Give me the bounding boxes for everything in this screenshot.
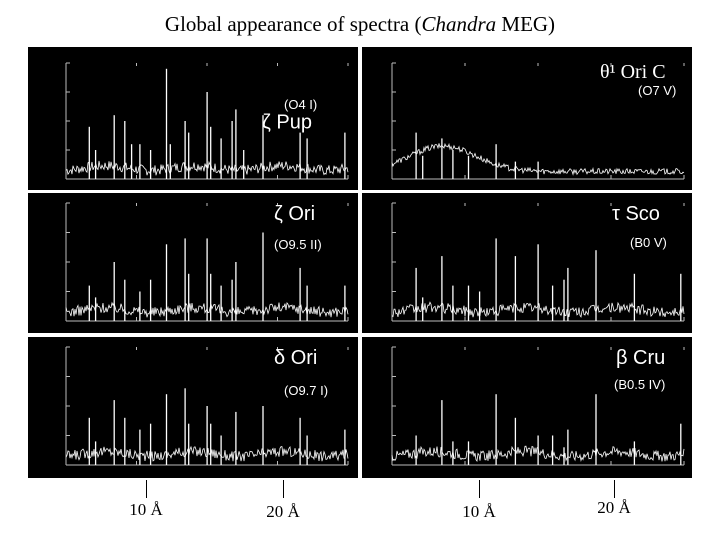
- marker-tick: [479, 480, 480, 498]
- spectral-type-theta1-ori-c: (O7 V): [638, 83, 677, 98]
- star-name-theta1-ori-c: θ¹ Ori C: [600, 61, 666, 83]
- spectral-type-zeta-ori: (O9.5 II): [274, 237, 322, 252]
- spectrum-panel-beta-cru: β Cru (B0.5 IV): [362, 337, 692, 478]
- spectral-type-delta-ori: (O9.7 I): [284, 383, 329, 398]
- slide-title: Global appearance of spectra (Chandra ME…: [0, 12, 720, 37]
- spectrum-tau-sco: [391, 202, 685, 322]
- spectral-type-zeta-pup: (O4 I): [284, 97, 318, 112]
- spectrum-panel-zeta-ori: ζ Ori (O9.5 II): [28, 193, 358, 333]
- spectrum-panel-tau-sco: τ Sco (B0 V): [362, 193, 692, 333]
- star-name-beta-cru: β Cru: [616, 347, 666, 369]
- spectrum-zeta-pup: [65, 62, 349, 180]
- spectrum-panel-theta1-ori-c: θ¹ Ori C (O7 V): [362, 47, 692, 190]
- marker-tick: [614, 480, 615, 498]
- marker-label: 20 Å: [597, 498, 631, 517]
- spectrum-delta-ori: [65, 346, 349, 466]
- spectrum-zeta-ori: [65, 202, 349, 322]
- spectral-type-tau-sco: (B0 V): [630, 235, 667, 250]
- spectrum-beta-cru: [391, 346, 685, 466]
- marker-label: 20 Å: [266, 502, 300, 521]
- title-suffix: MEG): [496, 12, 556, 36]
- star-name-tau-sco: τ Sco: [612, 203, 660, 225]
- star-name-zeta-pup: ζ Pup: [262, 111, 312, 134]
- star-name-delta-ori: δ Ori: [274, 347, 318, 369]
- marker-tick: [283, 480, 284, 498]
- spectrum-panel-delta-ori: δ Ori (O9.7 I): [28, 337, 358, 478]
- marker-label: 10 Å: [462, 502, 496, 521]
- marker-label: 10 Å: [129, 500, 163, 519]
- star-name-zeta-ori: ζ Ori: [274, 203, 316, 225]
- spectrum-theta1-ori-c: [391, 62, 685, 180]
- title-prefix: Global appearance of spectra (: [164, 12, 422, 36]
- spectrum-panel-zeta-pup: ζ Pup (O4 I): [28, 47, 358, 190]
- marker-tick: [146, 480, 147, 498]
- spectral-type-beta-cru: (B0.5 IV): [614, 377, 666, 392]
- title-italic: Chandra: [421, 12, 497, 36]
